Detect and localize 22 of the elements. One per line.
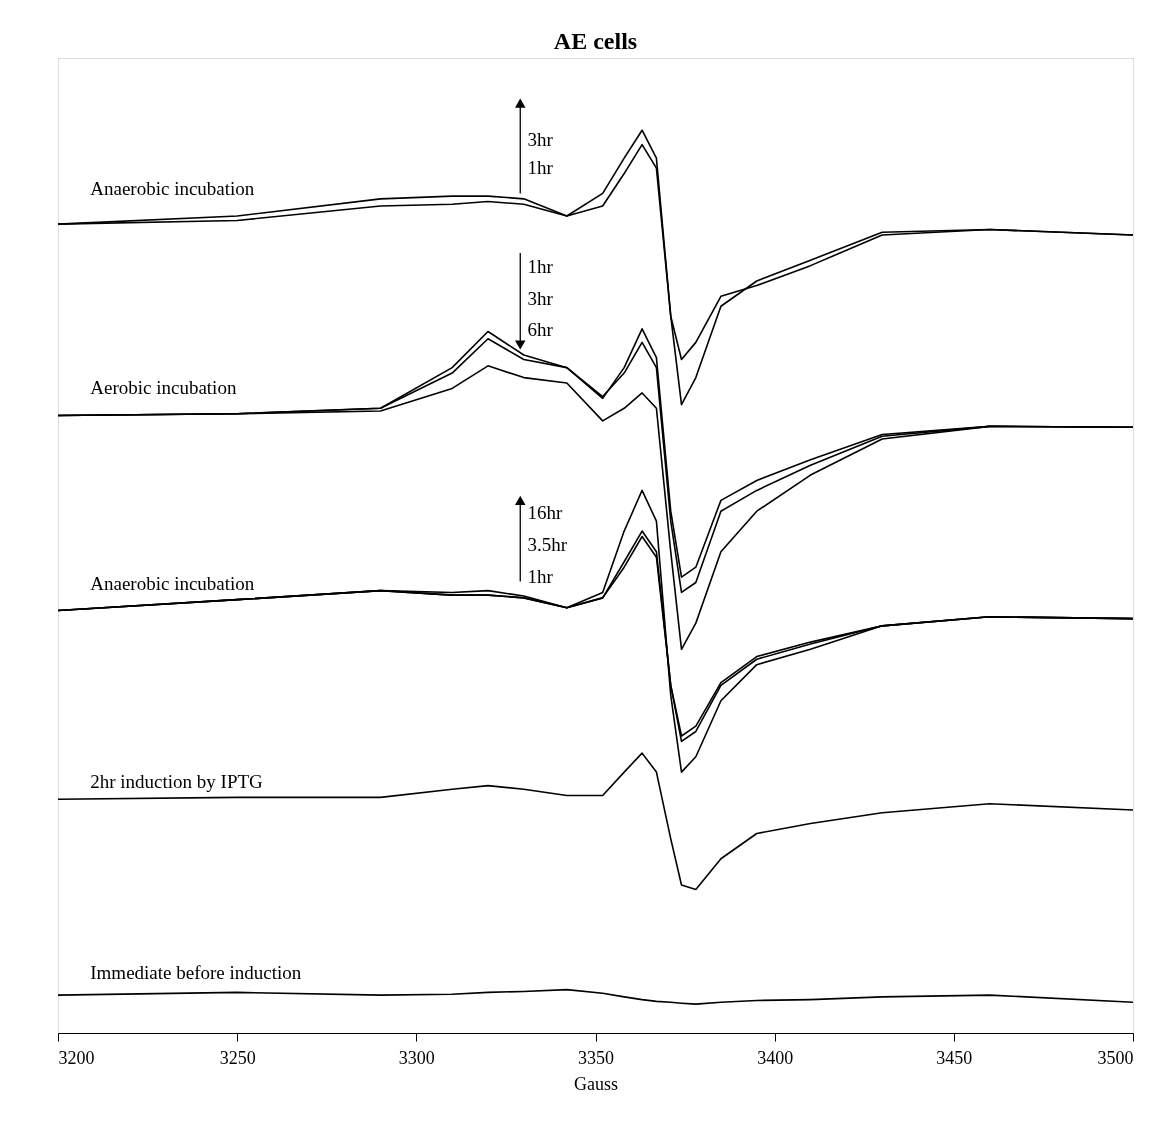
annotation: 1hr [527, 157, 554, 179]
annotation: 16hr [527, 502, 563, 523]
x-tick-label: 3450 [936, 1047, 973, 1068]
x-tick-label: 3350 [578, 1047, 614, 1068]
x-tick-label: 3250 [219, 1047, 256, 1068]
x-tick-label: 3500 [1097, 1047, 1134, 1068]
x-tick-label: 3200 [58, 1047, 95, 1068]
annotation: 1hr [527, 256, 554, 278]
annotation: Aerobic incubation [90, 377, 237, 399]
annotation: Anaerobic incubation [90, 573, 255, 595]
annotation: 6hr [527, 318, 554, 340]
x-tick-label: 3400 [757, 1047, 794, 1068]
annotation: 1hr [527, 566, 554, 588]
x-tick-label: 3300 [398, 1047, 435, 1068]
annotation: Anaerobic incubation [90, 177, 255, 199]
annotation: 3hr [527, 288, 554, 310]
x-axis-title: Gauss [574, 1073, 618, 1094]
annotation: 3hr [527, 129, 554, 151]
chart-title: AE cells [553, 28, 638, 54]
annotation: 2hr induction by IPTG [90, 771, 264, 793]
annotation: 3.5hr [527, 533, 568, 555]
annotation: Immediate before induction [90, 962, 302, 984]
